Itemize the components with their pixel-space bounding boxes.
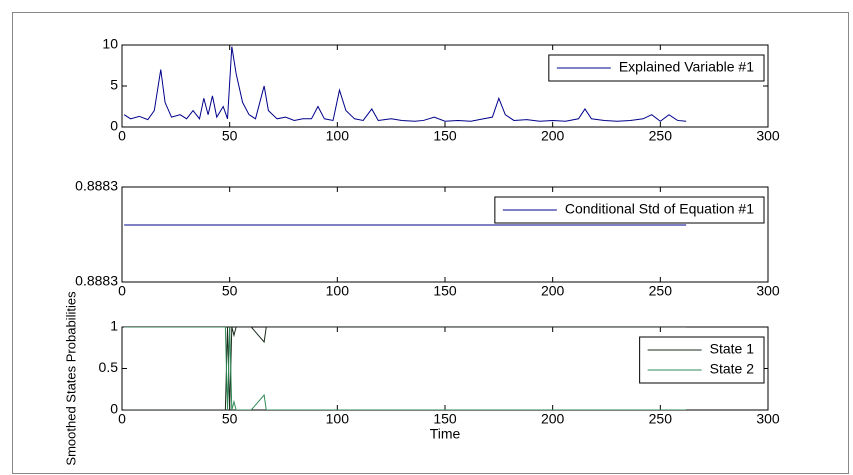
x-tick-label: 0 — [118, 128, 126, 144]
data-line — [123, 46, 687, 122]
legend-label: Explained Variable #1 — [619, 59, 754, 75]
x-tick-label: 150 — [433, 128, 457, 144]
y-tick-label: 0.8883 — [75, 273, 118, 289]
y-tick-label: 5 — [110, 77, 118, 93]
legend-label: Conditional Std of Equation #1 — [565, 201, 754, 217]
x-tick-label: 0 — [118, 283, 126, 299]
x-tick-label: 300 — [756, 411, 780, 427]
x-tick-label: 300 — [756, 283, 780, 299]
x-tick-label: 50 — [222, 411, 238, 427]
y-tick-label: 0.5 — [99, 359, 119, 375]
legend-label: State 1 — [710, 341, 755, 357]
y-tick-label: 0 — [110, 401, 118, 417]
y-tick-label: 1 — [110, 318, 118, 334]
x-axis-label: Time — [430, 426, 461, 442]
y-axis-label: Smoothed States Probabilities — [63, 291, 78, 466]
x-tick-label: 100 — [326, 128, 350, 144]
y-tick-label: 10 — [102, 36, 118, 52]
x-tick-label: 250 — [649, 411, 673, 427]
y-tick-label: 0 — [110, 118, 118, 134]
x-tick-label: 150 — [433, 411, 457, 427]
x-tick-label: 200 — [541, 411, 565, 427]
x-tick-label: 50 — [222, 128, 238, 144]
x-tick-label: 100 — [326, 283, 350, 299]
x-tick-label: 200 — [541, 128, 565, 144]
data-line — [124, 327, 687, 410]
legend-box — [639, 336, 765, 384]
x-tick-label: 50 — [222, 283, 238, 299]
x-tick-label: 250 — [649, 128, 673, 144]
y-tick-label: 0.8883 — [75, 178, 118, 194]
x-tick-label: 150 — [433, 283, 457, 299]
x-tick-label: 250 — [649, 283, 673, 299]
x-tick-label: 0 — [118, 411, 126, 427]
x-tick-label: 300 — [756, 128, 780, 144]
x-tick-label: 200 — [541, 283, 565, 299]
legend-label: State 2 — [710, 361, 755, 377]
x-tick-label: 100 — [326, 411, 350, 427]
data-line — [124, 327, 687, 410]
